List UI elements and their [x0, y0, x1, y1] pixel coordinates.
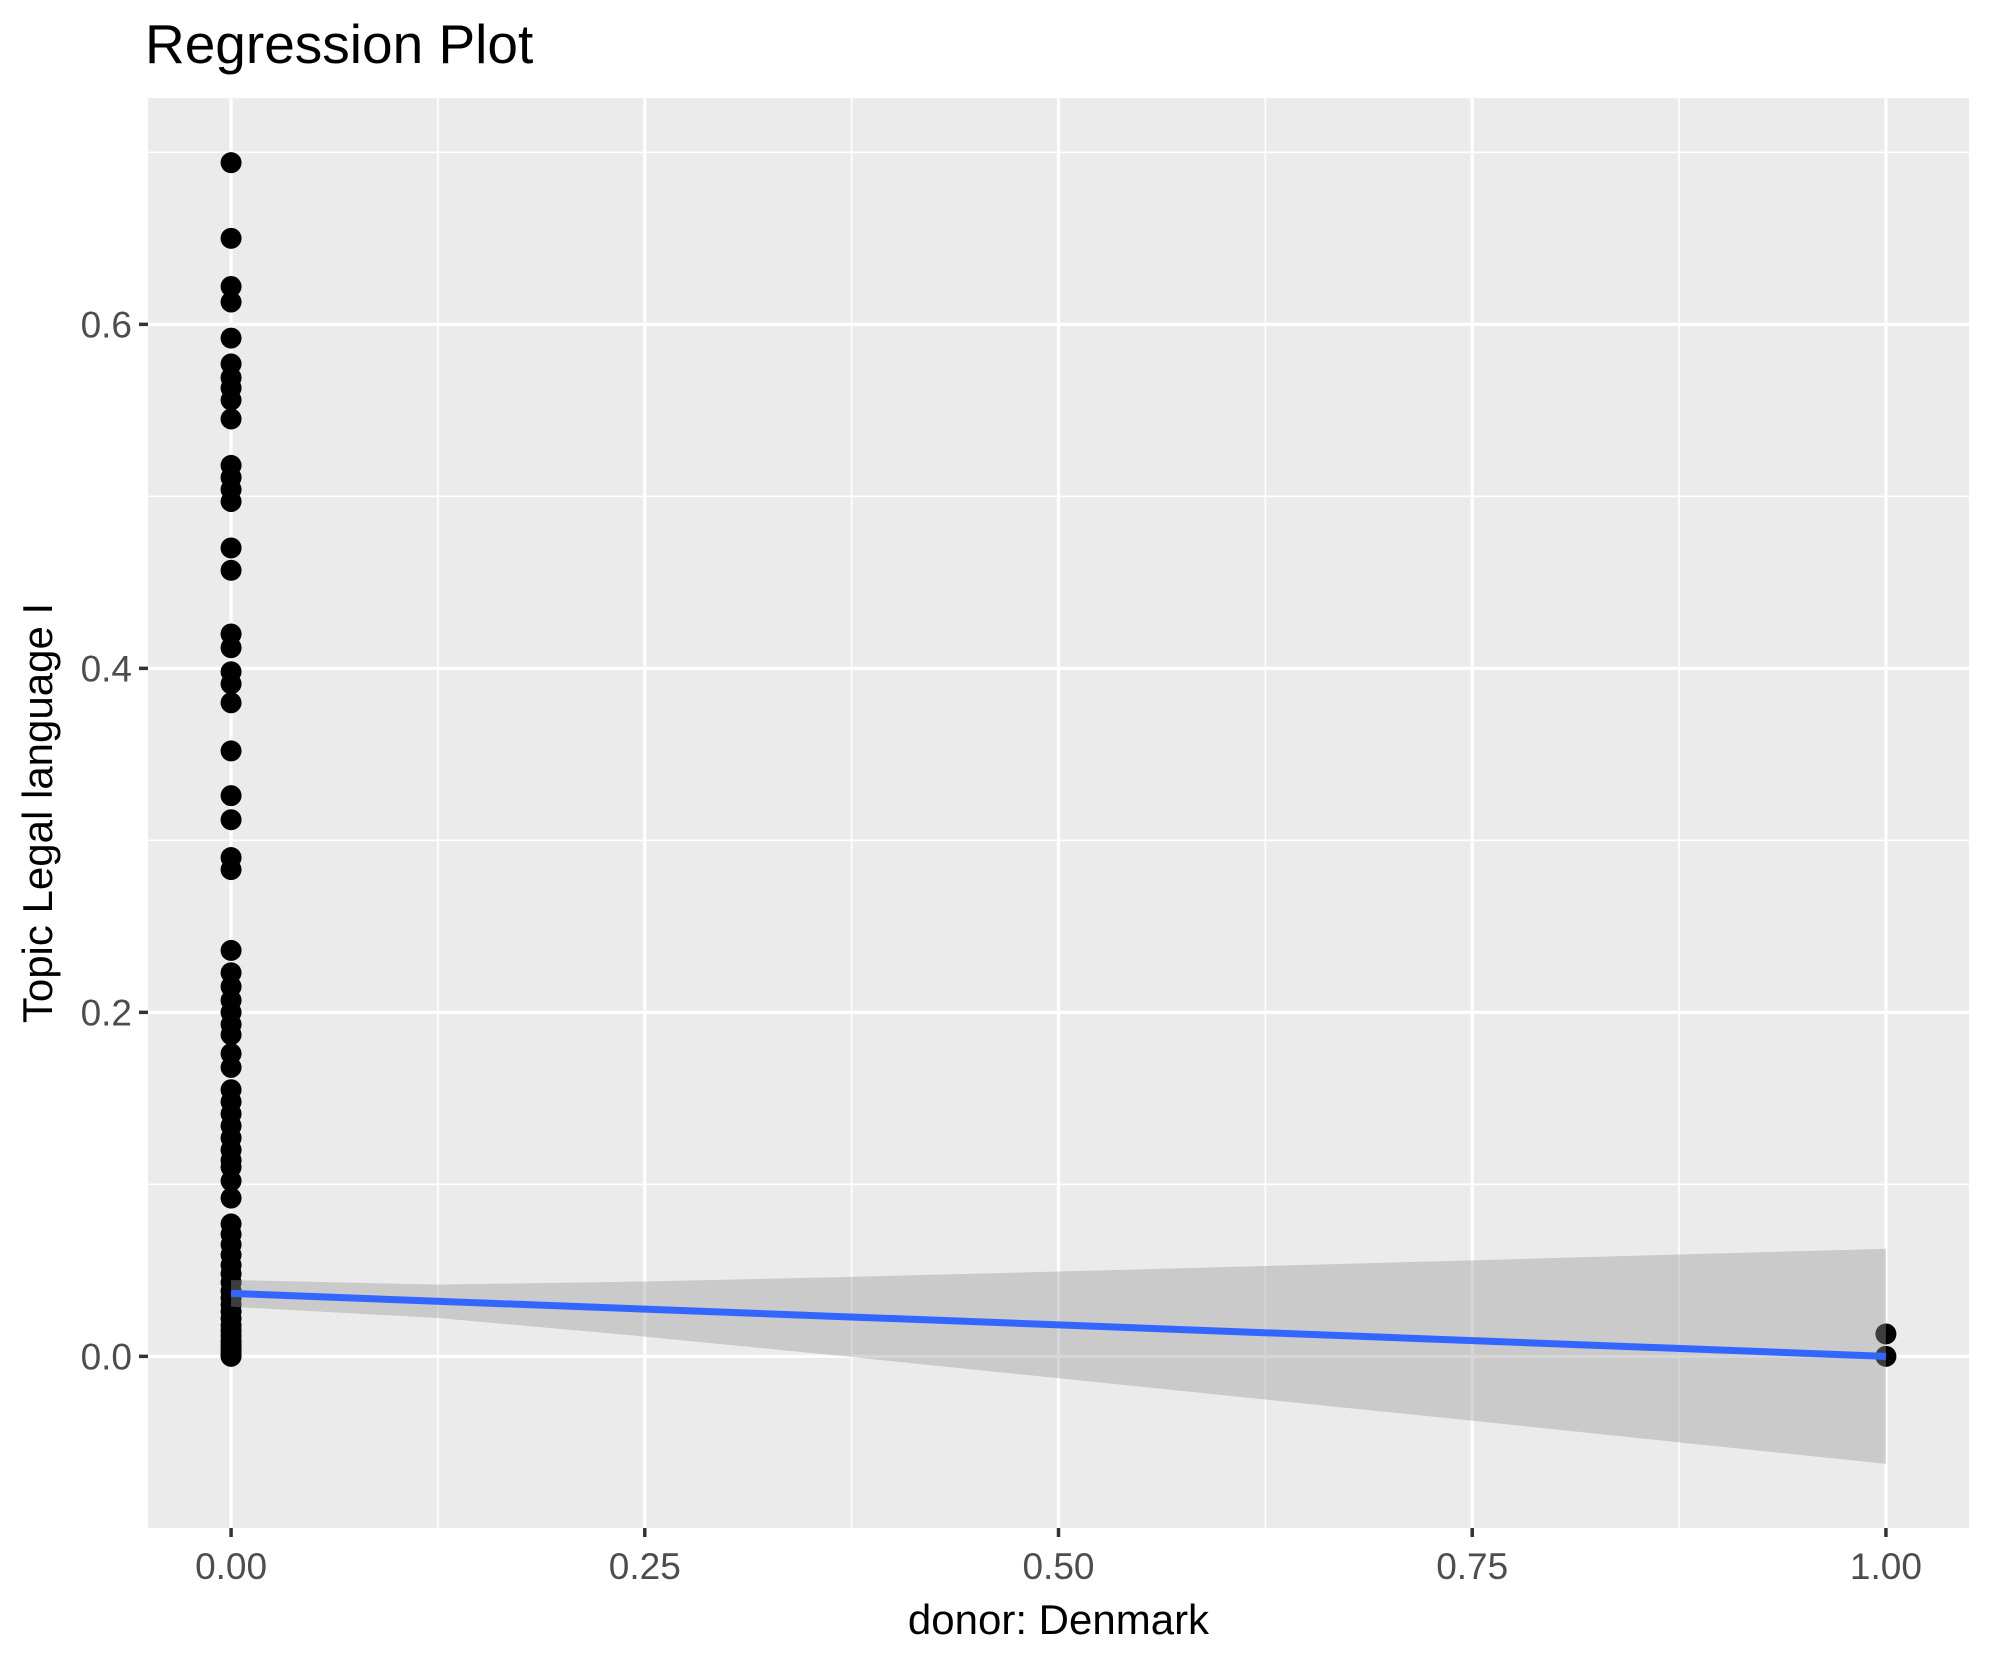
confidence-band [231, 1248, 1886, 1464]
scatter-point [220, 276, 242, 298]
scatter-point [220, 673, 242, 695]
x-tick-label: 0.25 [609, 1546, 681, 1587]
y-axis-title: Topic Legal language I [14, 602, 61, 1024]
scatter-point [220, 491, 242, 513]
x-tick-label: 1.00 [1850, 1546, 1922, 1587]
scatter-point [220, 939, 242, 961]
scatter-point [220, 537, 242, 559]
scatter-point [1875, 1323, 1897, 1345]
y-tick-label: 0.0 [81, 1336, 132, 1377]
x-tick-label: 0.00 [195, 1546, 267, 1587]
scatter-point [220, 859, 242, 881]
scatter-point [220, 692, 242, 714]
scatter-point [220, 637, 242, 659]
scatter-point [220, 291, 242, 313]
scatter-point [220, 1345, 242, 1367]
scatter-point [220, 809, 242, 831]
y-tick-label: 0.2 [81, 992, 132, 1033]
regression-line [230, 1289, 1887, 1360]
x-tick-label: 0.50 [1022, 1546, 1094, 1587]
y-tick-label: 0.4 [81, 648, 132, 689]
scatter-point [220, 559, 242, 581]
scatter-point [220, 408, 242, 430]
scatter-point [220, 389, 242, 411]
scatter-point [220, 740, 242, 762]
scatter-point [220, 1056, 242, 1078]
scatter-point [220, 327, 242, 349]
scatter-point [220, 785, 242, 807]
x-axis-title: donor: Denmark [907, 1596, 1210, 1643]
x-tick-label: 0.75 [1436, 1546, 1508, 1587]
plot-title: Regression Plot [145, 13, 534, 75]
scatter-point [220, 1170, 242, 1192]
scatter-point [220, 152, 242, 174]
scatter-point [220, 1187, 242, 1209]
y-tick-label: 0.6 [81, 304, 132, 345]
scatter-point [220, 1024, 242, 1046]
scatter-point [220, 227, 242, 249]
